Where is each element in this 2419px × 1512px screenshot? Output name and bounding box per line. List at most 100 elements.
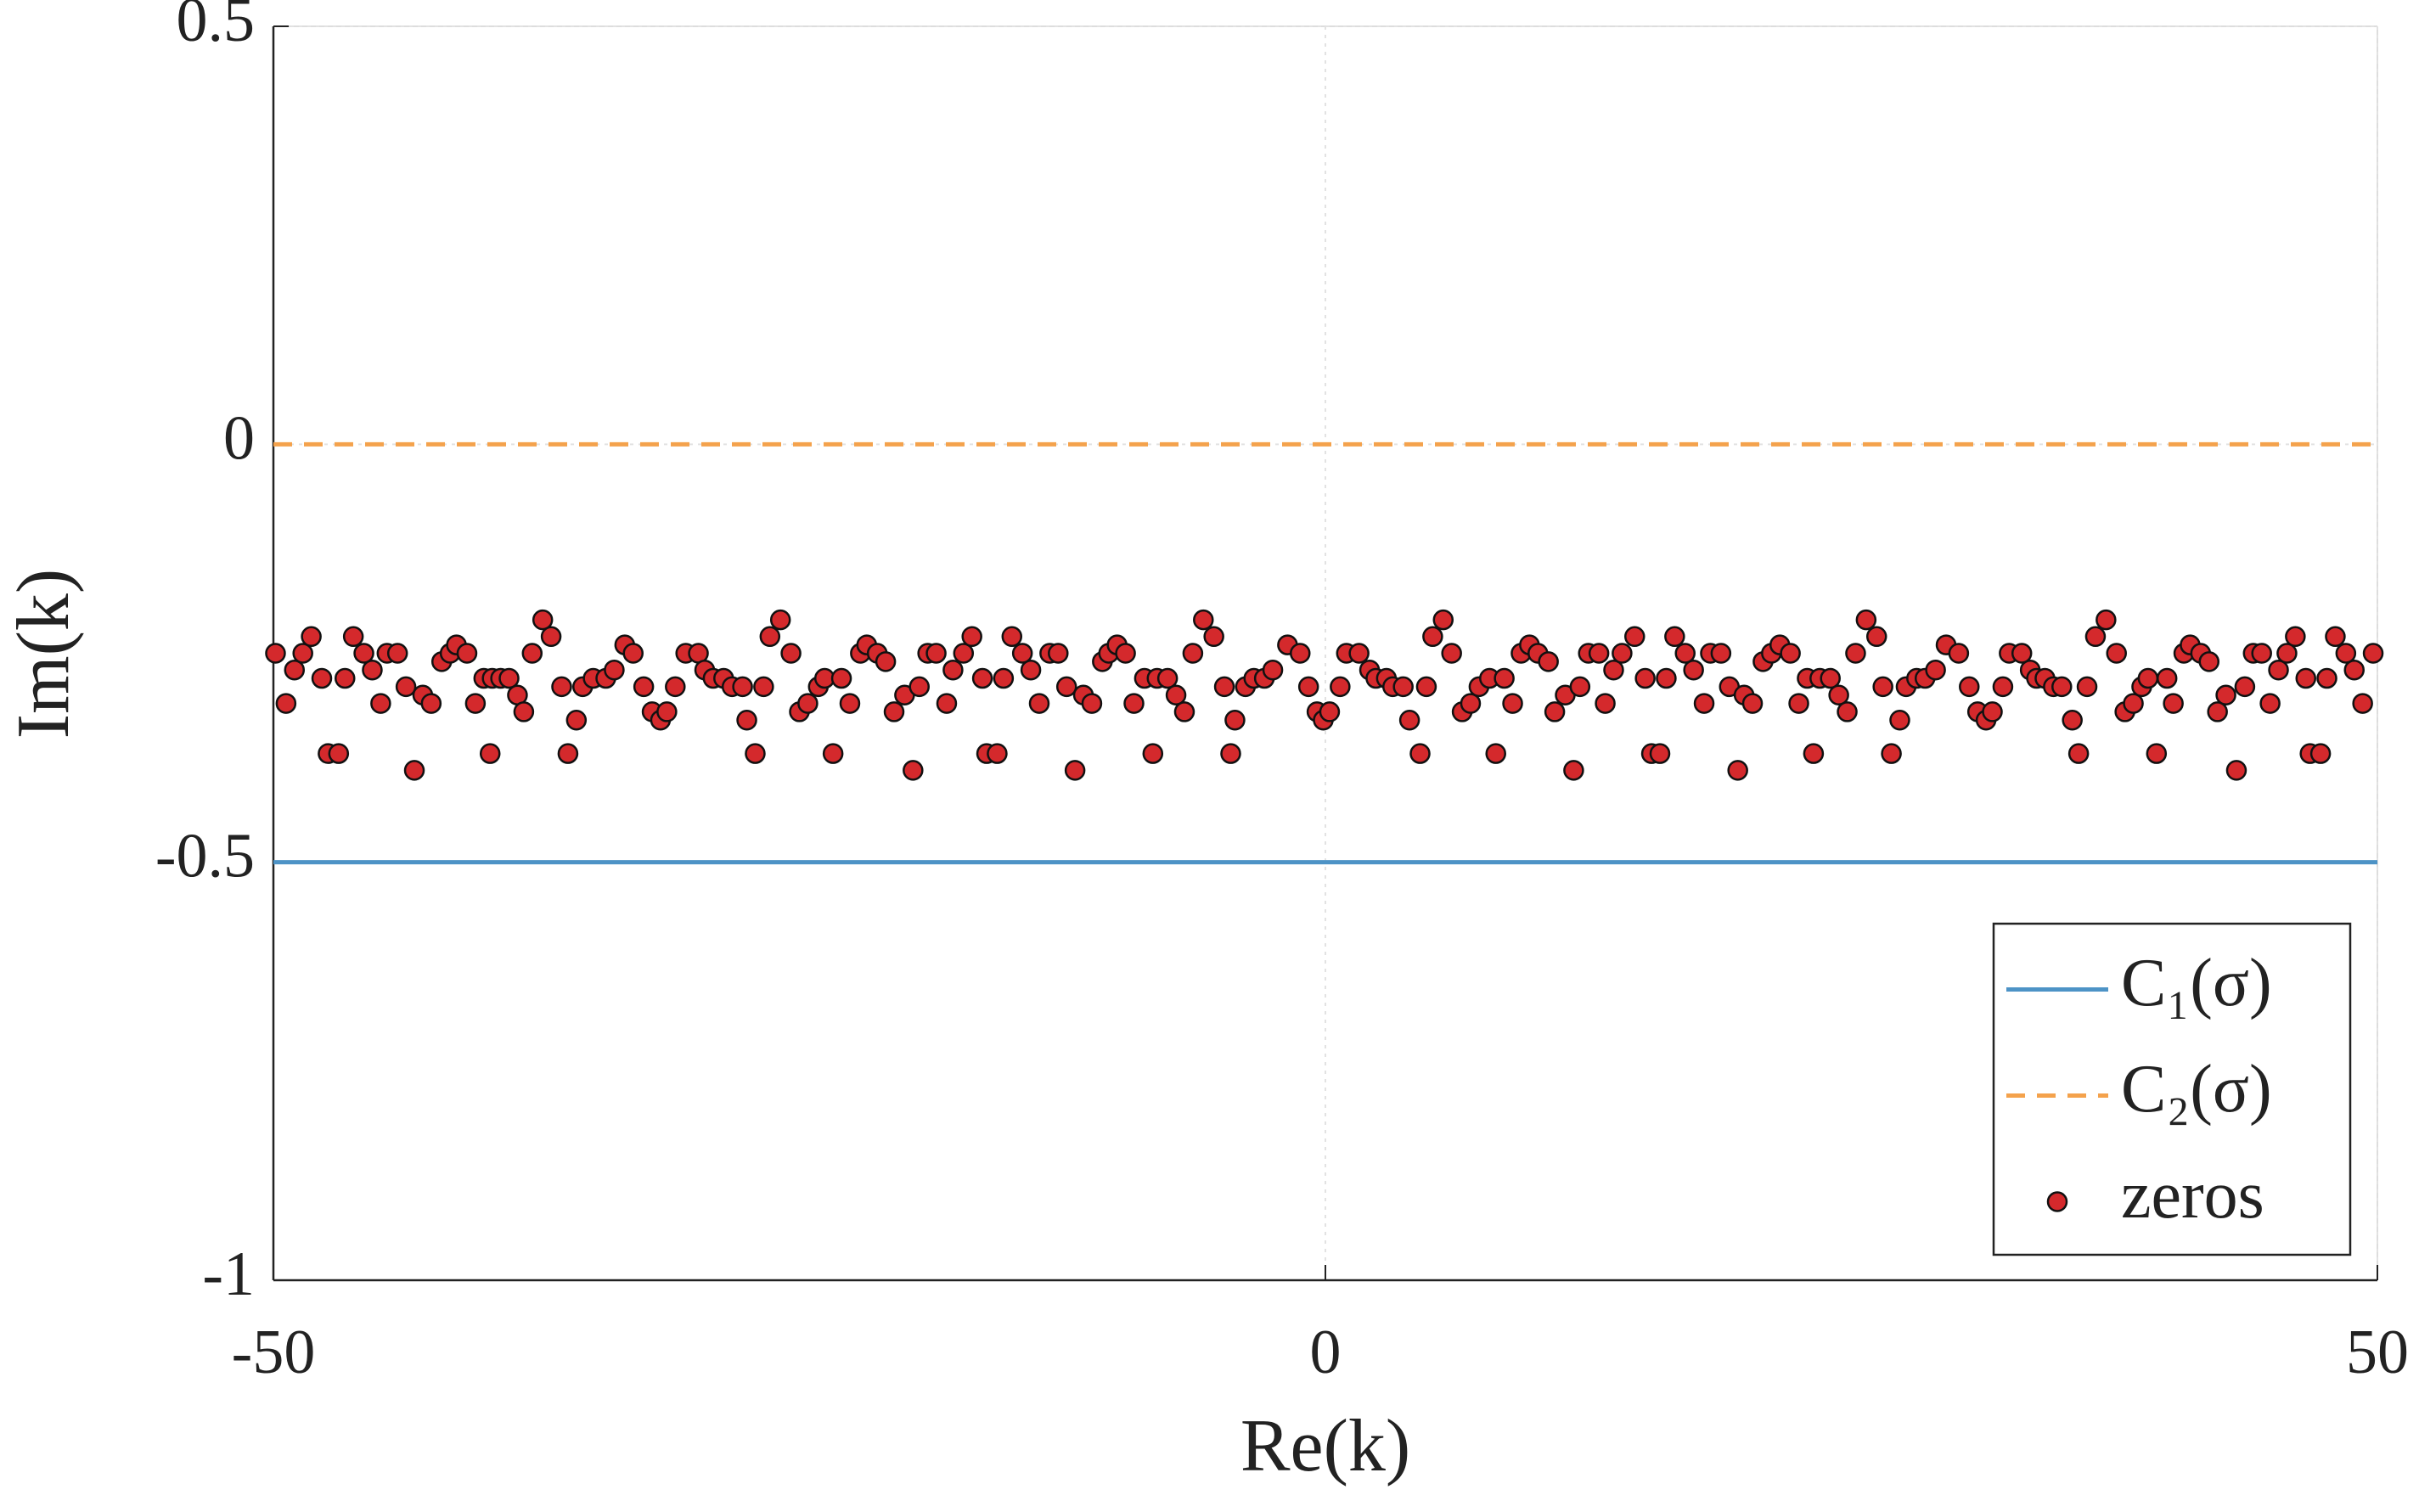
zero-point [1563, 760, 1584, 781]
zero-point [1603, 659, 1624, 681]
x-tick-label: 0 [1310, 1318, 1342, 1387]
zero-point [1392, 676, 1414, 698]
zero-point [1502, 693, 1523, 714]
zero-point [1865, 626, 1887, 648]
zero-point [2225, 760, 2247, 781]
zero-point [745, 743, 766, 764]
zero-point [1048, 643, 1069, 664]
zero-point [551, 676, 572, 698]
zero-point [1948, 643, 1970, 664]
zero-point [780, 643, 802, 664]
zero-point [971, 667, 993, 689]
zero-point [1213, 676, 1235, 698]
zero-point [736, 710, 757, 731]
legend-swatch [2046, 1191, 2068, 1212]
zero-point [456, 643, 478, 664]
zero-point [1588, 643, 1610, 664]
zero-point [513, 701, 535, 722]
y-tick-label: -0.5 [155, 822, 255, 891]
zero-point [2051, 676, 2073, 698]
zero-point [1872, 676, 1893, 698]
zero-point [2062, 710, 2083, 731]
zero-point [342, 626, 364, 648]
zero-point [1165, 684, 1187, 705]
zero-point [2259, 693, 2281, 714]
zero-point [1262, 659, 1284, 681]
zero-point [2251, 643, 2272, 664]
zero-point [2123, 693, 2144, 714]
zero-point [993, 667, 1015, 689]
zero-point [1193, 609, 1214, 631]
zero-point [830, 667, 852, 689]
zero-point [1544, 701, 1566, 722]
zero-point [1837, 701, 1858, 722]
zero-point [1624, 626, 1645, 648]
zero-point [1803, 743, 1825, 764]
zero-point [2207, 701, 2228, 722]
zero-point [883, 701, 905, 722]
zero-point [565, 710, 588, 731]
zero-point [1656, 667, 1677, 689]
zero-point [961, 626, 982, 648]
zero-point [1001, 626, 1023, 648]
zero-point [622, 643, 644, 664]
zero-point [1683, 659, 1704, 681]
zero-point [1845, 643, 1866, 664]
zero-point [498, 667, 520, 689]
zero-point [2076, 676, 2098, 698]
zero-point [665, 676, 686, 698]
zero-point [1011, 643, 1033, 664]
zero-point [2137, 667, 2159, 689]
zero-point [2198, 651, 2220, 672]
zero-point [759, 626, 781, 648]
zero-point [1409, 743, 1431, 764]
zero-point [1055, 676, 1077, 698]
zero-point [2285, 626, 2306, 648]
zero-point [292, 643, 313, 664]
zero-point [1569, 676, 1591, 698]
zero-point [1330, 676, 1351, 698]
zero-point [395, 676, 417, 698]
zero-point [1319, 701, 1341, 722]
zero-point [1460, 693, 1482, 714]
zero-point [1634, 667, 1656, 689]
zero-point [2362, 643, 2384, 664]
zero-point [1485, 743, 1506, 764]
zero-point [936, 693, 958, 714]
zero-point [942, 659, 964, 681]
y-tick-label: 0 [223, 403, 255, 473]
zero-point [604, 659, 625, 681]
zero-point [1741, 693, 1764, 714]
x-tick-label: -50 [232, 1318, 316, 1387]
zero-point [540, 626, 562, 648]
zero-point [2067, 743, 2090, 764]
zero-point [353, 643, 374, 664]
zero-point [2163, 693, 2184, 714]
zero-point [1081, 693, 1103, 714]
zero-point [1710, 643, 1732, 664]
zero-point [753, 676, 774, 698]
zero-point [953, 643, 975, 664]
zero-point [797, 693, 819, 714]
zero-point [1398, 710, 1420, 731]
zero-point [1415, 676, 1437, 698]
zero-point [2352, 693, 2373, 714]
zero-point [2096, 609, 2117, 631]
zero-point [2316, 667, 2337, 689]
y-tick-label: 0.5 [177, 0, 256, 55]
zero-point [1612, 643, 1633, 664]
zero-point [2276, 643, 2298, 664]
zero-point [2309, 743, 2332, 764]
zero-point [839, 693, 861, 714]
zero-point [1348, 643, 1370, 664]
zero-point [362, 659, 383, 681]
zero-point [1142, 743, 1164, 764]
zero-point [1664, 626, 1685, 648]
zero-point [557, 743, 579, 764]
zero-point [1538, 651, 1559, 672]
zero-point [1992, 676, 2014, 698]
zero-point [2343, 659, 2365, 681]
zero-point [2215, 684, 2236, 705]
zero-point [1889, 710, 1910, 731]
